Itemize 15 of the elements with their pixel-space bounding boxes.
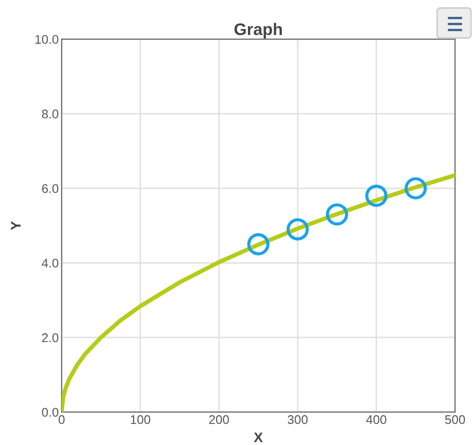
chart-title: Graph [234,22,282,38]
x-tick-label: 300 [288,415,308,424]
y-axis-title: Y [10,221,21,230]
x-tick-label: 500 [445,415,465,424]
x-tick-label: 100 [130,415,150,424]
y-tick-label: 6.0 [42,184,58,193]
x-tick-label: 200 [209,415,229,424]
y-tick-label: 2.0 [42,333,58,342]
x-tick-label: 400 [366,415,386,424]
x-tick-label: 0 [58,415,65,424]
y-tick-label: 0.0 [42,408,58,417]
y-tick-label: 10.0 [35,34,58,44]
x-axis-title: X [254,432,263,442]
y-tick-label: 4.0 [42,258,58,268]
y-tick-label: 8.0 [42,110,58,118]
